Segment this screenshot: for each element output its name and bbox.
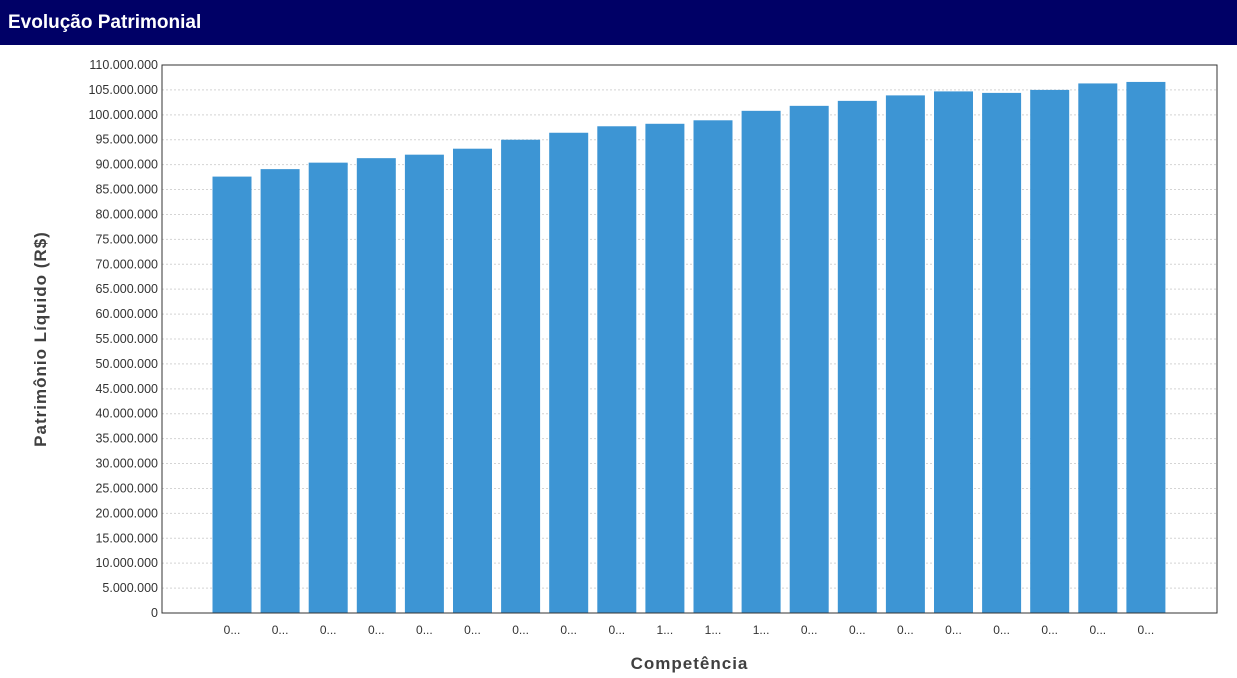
y-tick-label: 95.000.000	[95, 133, 158, 147]
y-tick-label: 15.000.000	[95, 531, 158, 545]
bar	[645, 123, 685, 613]
y-tick-label: 110.000.000	[89, 58, 158, 72]
x-tick-labels: 0... 0... 0... 0... 0... 0... 0... 0... 0... 1...…	[224, 623, 1155, 637]
page-title: Evolução Patrimonial	[8, 12, 202, 33]
x-tick-label: 1...	[657, 623, 674, 637]
y-tick-label: 40.000.000	[95, 407, 158, 421]
y-tick-label: 25.000.000	[95, 481, 158, 495]
bar	[741, 110, 781, 613]
x-tick-label: 0...	[464, 623, 481, 637]
y-tick-label: 0	[151, 606, 158, 620]
x-tick-label: 0...	[1041, 623, 1058, 637]
x-tick-label: 0...	[416, 623, 433, 637]
bar	[404, 154, 444, 613]
bar	[934, 91, 973, 614]
bar	[260, 169, 300, 613]
x-tick-label: 0...	[1138, 623, 1155, 637]
y-tick-label: 90.000.000	[95, 158, 158, 172]
bar	[597, 126, 637, 613]
x-tick-label: 1...	[753, 623, 770, 637]
y-tick-label: 80.000.000	[95, 207, 158, 221]
y-tick-label: 45.000.000	[95, 382, 158, 396]
bars	[212, 81, 1166, 614]
y-tick-label: 35.000.000	[95, 432, 158, 446]
bar	[885, 95, 925, 613]
bar	[1126, 81, 1166, 614]
y-tick-label: 30.000.000	[95, 457, 158, 471]
bar	[693, 120, 733, 613]
plot-frame	[161, 64, 1218, 614]
bar	[837, 100, 877, 614]
y-tick-label: 60.000.000	[95, 307, 158, 321]
y-tick-label: 10.000.000	[95, 556, 158, 570]
x-tick-label: 0...	[1089, 623, 1106, 637]
header-bar: Evolução Patrimonial	[0, 0, 1237, 45]
y-tick-label: 85.000.000	[95, 183, 158, 197]
y-tick-labels: 0 5.000.000 10.000.000 15.000.000 20.000.000…	[88, 58, 158, 620]
bar	[212, 176, 252, 614]
bar	[308, 162, 348, 613]
y-axis-title: Patrimônio Líquido (R$)	[31, 231, 50, 447]
x-tick-label: 0...	[801, 623, 818, 637]
bar-chart: 0 5.000.000 10.000.000 15.000.000 20.000.000…	[31, 58, 1218, 673]
x-tick-label: 0...	[993, 623, 1010, 637]
x-tick-label: 0...	[224, 623, 241, 637]
y-tick-label: 105.000.000	[88, 83, 158, 97]
bar	[982, 92, 1022, 613]
x-tick-label: 0...	[512, 623, 529, 637]
y-tick-label: 100.000.000	[88, 108, 158, 122]
y-tick-label: 50.000.000	[95, 357, 158, 371]
x-tick-label: 0...	[320, 623, 337, 637]
x-tick-label: 0...	[608, 623, 625, 637]
bar	[789, 105, 829, 614]
x-tick-label: 0...	[560, 623, 577, 637]
y-tick-label: 20.000.000	[95, 506, 158, 520]
y-tick-label: 55.000.000	[95, 332, 158, 346]
x-tick-label: 0...	[368, 623, 385, 637]
x-tick-label: 0...	[945, 623, 962, 637]
x-tick-label: 0...	[849, 623, 866, 637]
y-tick-label: 70.000.000	[95, 257, 158, 271]
y-tick-label: 75.000.000	[95, 232, 158, 246]
bar	[501, 139, 541, 613]
x-tick-label: 1...	[705, 623, 722, 637]
y-tick-label: 5.000.000	[102, 581, 158, 595]
bar	[356, 158, 396, 613]
bar	[1030, 89, 1070, 614]
x-tick-label: 0...	[897, 623, 914, 637]
bar	[453, 148, 492, 613]
x-axis-title: Competência	[631, 654, 749, 673]
y-tick-label: 65.000.000	[95, 282, 158, 296]
x-tick-label: 0...	[272, 623, 289, 637]
bar	[549, 132, 589, 613]
bar	[1078, 83, 1118, 613]
